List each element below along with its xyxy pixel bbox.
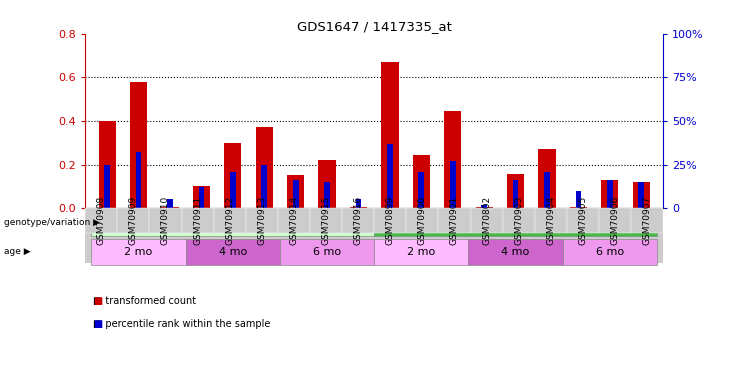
Bar xyxy=(356,200,362,208)
Bar xyxy=(287,176,305,208)
Text: GSM70909: GSM70909 xyxy=(129,196,138,245)
Bar xyxy=(450,161,456,208)
Text: GSM70906: GSM70906 xyxy=(611,196,619,245)
Bar xyxy=(104,165,110,208)
Text: 2 mo: 2 mo xyxy=(124,247,153,257)
FancyBboxPatch shape xyxy=(468,238,562,265)
Text: genotype/variation ▶: genotype/variation ▶ xyxy=(4,218,100,227)
Text: ■ transformed count: ■ transformed count xyxy=(93,296,196,306)
FancyBboxPatch shape xyxy=(91,210,374,236)
Text: wild type: wild type xyxy=(207,217,259,228)
Text: age ▶: age ▶ xyxy=(4,247,30,256)
Bar xyxy=(262,165,267,208)
Bar xyxy=(230,171,236,208)
Text: ■: ■ xyxy=(93,296,102,306)
Bar xyxy=(130,82,147,208)
Bar xyxy=(162,207,179,208)
Text: GSM70915: GSM70915 xyxy=(322,196,330,245)
Bar xyxy=(387,144,393,208)
Text: GSM70899: GSM70899 xyxy=(386,196,395,245)
Bar xyxy=(382,62,399,208)
Text: rpe65 knockout: rpe65 knockout xyxy=(472,217,559,228)
Bar xyxy=(293,180,299,208)
Bar xyxy=(325,182,330,208)
FancyBboxPatch shape xyxy=(374,238,468,265)
Bar xyxy=(413,155,430,208)
Bar xyxy=(476,207,493,208)
Text: ■ percentile rank within the sample: ■ percentile rank within the sample xyxy=(93,319,270,329)
FancyBboxPatch shape xyxy=(374,210,657,236)
Text: GSM70914: GSM70914 xyxy=(290,196,299,245)
FancyBboxPatch shape xyxy=(562,238,657,265)
Bar xyxy=(99,121,116,208)
Text: GSM70904: GSM70904 xyxy=(546,196,555,245)
Text: 4 mo: 4 mo xyxy=(219,247,247,257)
Text: GSM70916: GSM70916 xyxy=(353,196,362,245)
FancyBboxPatch shape xyxy=(186,238,280,265)
Bar xyxy=(193,186,210,208)
Bar xyxy=(601,180,619,208)
Bar xyxy=(607,180,613,208)
Bar xyxy=(225,143,242,208)
FancyBboxPatch shape xyxy=(91,238,186,265)
Text: ■: ■ xyxy=(93,319,102,329)
Bar xyxy=(576,191,581,208)
Bar xyxy=(319,160,336,208)
Text: 6 mo: 6 mo xyxy=(596,247,624,257)
Text: GSM70901: GSM70901 xyxy=(450,196,459,245)
Bar xyxy=(570,207,587,208)
Bar xyxy=(444,111,462,208)
Text: GSM70903: GSM70903 xyxy=(514,196,523,245)
Text: GSM70913: GSM70913 xyxy=(257,196,266,245)
Text: GSM70907: GSM70907 xyxy=(642,196,651,245)
Text: GSM70911: GSM70911 xyxy=(193,196,202,245)
Text: 2 mo: 2 mo xyxy=(408,247,436,257)
FancyBboxPatch shape xyxy=(280,238,374,265)
Bar xyxy=(633,182,650,208)
Text: GSM70802: GSM70802 xyxy=(482,196,491,245)
Text: GSM70912: GSM70912 xyxy=(225,196,234,245)
Bar xyxy=(419,171,424,208)
Bar xyxy=(639,182,644,208)
Bar xyxy=(136,152,142,208)
Text: GSM70910: GSM70910 xyxy=(161,196,170,245)
Text: 6 mo: 6 mo xyxy=(313,247,341,257)
Bar xyxy=(538,149,556,208)
Bar xyxy=(256,128,273,208)
Text: GSM70900: GSM70900 xyxy=(418,196,427,245)
Bar xyxy=(350,207,367,208)
Bar xyxy=(85,208,663,262)
Bar xyxy=(507,174,524,208)
Bar xyxy=(199,187,205,208)
Text: 4 mo: 4 mo xyxy=(502,247,530,257)
Bar xyxy=(482,205,487,208)
Title: GDS1647 / 1417335_at: GDS1647 / 1417335_at xyxy=(296,20,452,33)
Bar xyxy=(167,200,173,208)
Bar xyxy=(544,171,550,208)
Bar xyxy=(513,180,519,208)
Text: GSM70908: GSM70908 xyxy=(97,196,106,245)
Text: GSM70905: GSM70905 xyxy=(579,196,588,245)
